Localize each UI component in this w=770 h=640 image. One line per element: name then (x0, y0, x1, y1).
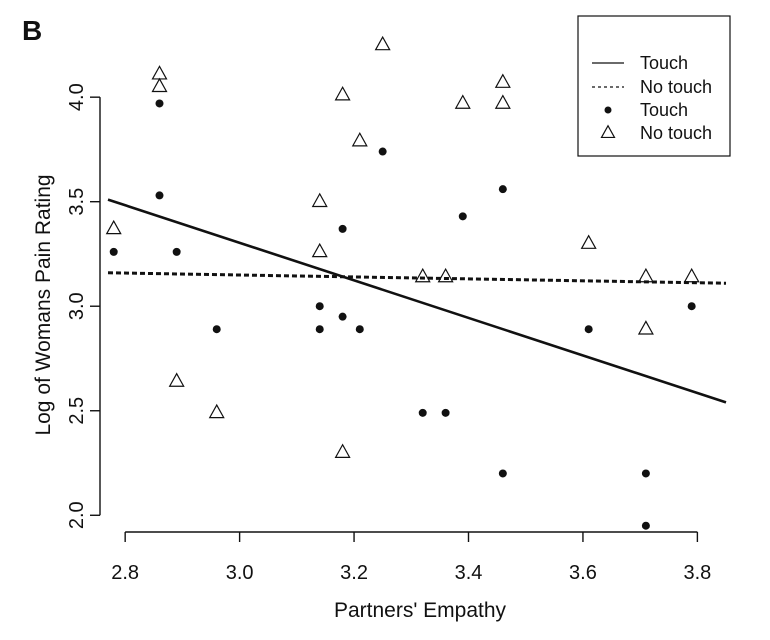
no-touch-point (637, 267, 654, 283)
x-tick-label: 3.2 (340, 562, 368, 584)
no-touch-point (683, 267, 700, 283)
legend-item-3: Touch (604, 100, 688, 120)
no-touch-point (311, 192, 328, 208)
touch-point (584, 325, 593, 334)
legend-item-4: No touch (600, 123, 712, 143)
no-touch-point (151, 77, 168, 93)
y-ticks: 2.0 2.5 3.0 3.5 4.0 (66, 83, 100, 529)
x-tick-label: 3.8 (683, 562, 711, 584)
y-tick-label: 3.5 (66, 188, 88, 216)
touch-point (315, 302, 324, 311)
no-touch-point (311, 242, 328, 258)
legend-item-2: No touch (592, 77, 712, 97)
touch-point (378, 147, 387, 156)
touch-point (109, 247, 118, 256)
x-axis-label: Partners' Empathy (334, 599, 507, 622)
data-points (105, 35, 700, 530)
touch-point (687, 302, 696, 311)
no-touch-point (334, 443, 351, 458)
legend-label: No touch (640, 123, 712, 143)
legend: Touch No touch Touch No touch (577, 15, 731, 157)
x-ticks: 2.8 3.0 3.2 3.4 3.6 3.8 (111, 532, 711, 584)
no-touch-point (105, 219, 122, 235)
no-touch-point (637, 320, 654, 335)
touch-point (418, 408, 427, 417)
touch-point (172, 247, 181, 256)
touch-point (641, 521, 650, 530)
panel-label: B (22, 15, 42, 46)
touch-fit-line (107, 198, 727, 404)
legend-label: Touch (640, 100, 688, 120)
no-touch-point (494, 73, 511, 88)
y-axis-label: Log of Womans Pain Rating (32, 174, 55, 435)
no-touch-point (334, 86, 351, 101)
legend-triangle-swatch (600, 124, 616, 139)
x-tick-label: 3.0 (226, 562, 254, 584)
no-touch-point (437, 267, 454, 283)
no-touch-fit-line (107, 271, 727, 285)
no-touch-point (414, 267, 431, 283)
y-tick-label: 2.5 (66, 397, 88, 425)
touch-point (355, 325, 364, 334)
no-touch-point (494, 94, 511, 109)
touch-point (441, 408, 450, 417)
x-tick-label: 3.4 (455, 562, 483, 584)
x-tick-label: 3.6 (569, 562, 597, 584)
no-touch-point (454, 94, 471, 109)
touch-point (641, 469, 650, 478)
touch-point (498, 469, 507, 478)
axes: 2.8 3.0 3.2 3.4 3.6 3.8 2.0 2.5 3.0 3.5 4.0 (66, 83, 711, 584)
no-touch-point (168, 372, 185, 387)
y-tick-label: 3.0 (66, 292, 88, 320)
legend-box (577, 15, 731, 157)
legend-label: No touch (640, 77, 712, 97)
no-touch-point (580, 234, 597, 249)
y-tick-label: 4.0 (66, 83, 88, 111)
touch-point (155, 99, 164, 108)
no-touch-point (351, 132, 368, 147)
x-tick-label: 2.8 (111, 562, 139, 584)
touch-point (498, 185, 507, 194)
legend-item-1: Touch (592, 53, 688, 73)
touch-point (338, 224, 347, 233)
touch-point (458, 212, 467, 221)
legend-label: Touch (640, 53, 688, 73)
touch-point (338, 312, 347, 321)
touch-point (212, 325, 221, 334)
legend-circle-swatch (604, 106, 612, 114)
touch-point (315, 325, 324, 334)
no-touch-point (151, 65, 168, 80)
no-touch-point (374, 35, 391, 51)
no-touch-point (208, 403, 225, 419)
fit-lines (107, 198, 727, 404)
touch-point (155, 191, 164, 200)
y-tick-label: 2.0 (66, 501, 88, 529)
